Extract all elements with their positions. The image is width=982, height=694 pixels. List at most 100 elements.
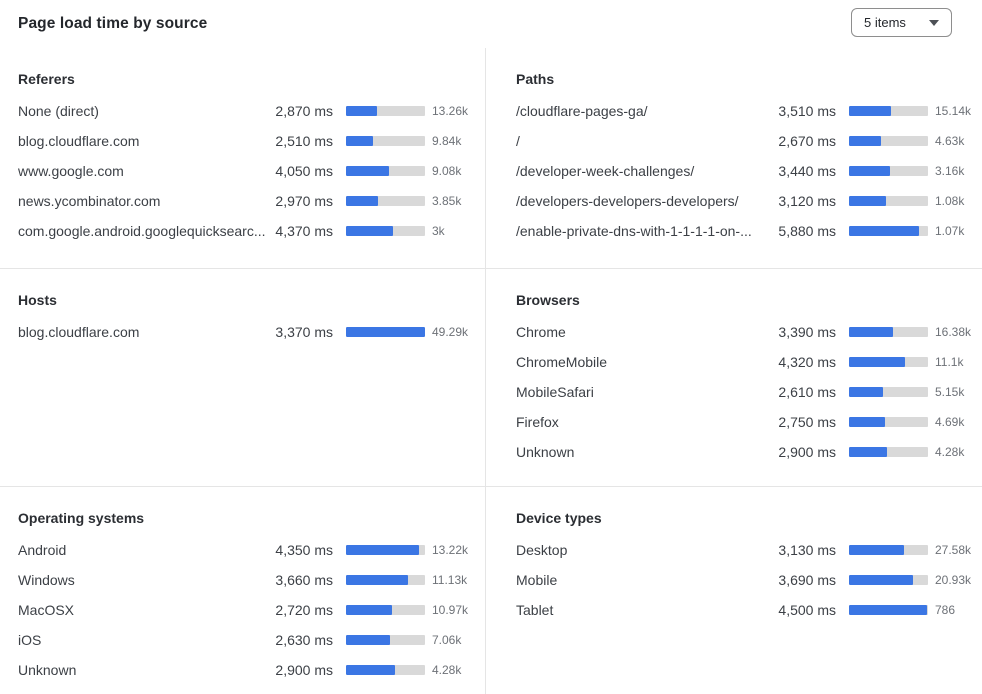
table-row[interactable]: Unknown 2,900 ms 4.28k [18, 655, 479, 685]
row-bar-track [849, 357, 928, 367]
row-bar-fill [849, 327, 893, 337]
row-bar-track [346, 575, 425, 585]
table-row[interactable]: MobileSafari 2,610 ms 5.15k [516, 377, 972, 407]
row-bar-track [849, 226, 928, 236]
panel-title: Operating systems [18, 510, 145, 526]
row-label: Desktop [516, 542, 568, 558]
row-bar-track [346, 106, 425, 116]
row-bar-track [346, 635, 425, 645]
row-ms-value: 2,720 ms [275, 602, 333, 618]
items-count-select[interactable]: 5 items [851, 8, 952, 37]
row-bar-fill [849, 605, 928, 615]
table-row[interactable]: /developer-week-challenges/3,440 ms 3.16k [516, 156, 972, 186]
table-row[interactable]: ChromeMobile 4,320 ms 11.1k [516, 347, 972, 377]
row-bar-fill [346, 635, 391, 645]
row-bar-fill [346, 665, 395, 675]
table-row[interactable]: Unknown 2,900 ms 4.28k [516, 437, 972, 467]
table-row[interactable]: / 2,670 ms 4.63k [516, 126, 972, 156]
row-left: Firefox 2,750 ms [516, 414, 836, 430]
row-label: / [516, 133, 520, 149]
table-row[interactable]: Android 4,350 ms 13.22k [18, 535, 479, 565]
row-ms-value: 3,130 ms [778, 542, 836, 558]
row-left: com.google.android.googlequicksearc... 4,… [18, 223, 333, 239]
row-left: None (direct) 2,870 ms [18, 103, 333, 119]
panel-rows: blog.cloudflare.com 3,370 ms 49.29k [18, 317, 479, 347]
row-ms-value: 4,500 ms [778, 602, 836, 618]
row-count: 16.38k [935, 325, 972, 339]
table-row[interactable]: /enable-private-dns-with-1-1-1-1-on-... 5… [516, 216, 972, 246]
row-bar-fill [346, 106, 377, 116]
row-left: Android 4,350 ms [18, 542, 333, 558]
row-label: iOS [18, 632, 42, 648]
row-left: Mobile 3,690 ms [516, 572, 836, 588]
row-left: MacOSX 2,720 ms [18, 602, 333, 618]
table-row[interactable]: MacOSX 2,720 ms 10.97k [18, 595, 479, 625]
row-bar-track [849, 196, 928, 206]
table-row[interactable]: None (direct) 2,870 ms 13.26k [18, 96, 479, 126]
table-row[interactable]: www.google.com 4,050 ms 9.08k [18, 156, 479, 186]
row-bar-track [849, 417, 928, 427]
row-ms-value: 2,870 ms [275, 103, 333, 119]
row-ms-value: 2,970 ms [275, 193, 333, 209]
row-count: 7.06k [432, 633, 462, 647]
row-count: 9.84k [432, 134, 462, 148]
row-count: 4.63k [935, 134, 965, 148]
row-bar-fill [849, 166, 890, 176]
panel-title: Referers [18, 71, 75, 87]
row-ms-value: 3,390 ms [778, 324, 836, 340]
panel-rows: /cloudflare-pages-ga/3,510 ms 15.14k / 2,67… [516, 96, 972, 246]
row-count: 11.1k [935, 355, 964, 369]
row-bar-track [849, 447, 928, 457]
table-row[interactable]: Firefox 2,750 ms 4.69k [516, 407, 972, 437]
row-count: 13.26k [432, 104, 469, 118]
table-row[interactable]: Chrome 3,390 ms 16.38k [516, 317, 972, 347]
row-left: www.google.com 4,050 ms [18, 163, 333, 179]
row-label: Tablet [516, 602, 554, 618]
row-count: 10.97k [432, 603, 469, 617]
table-row[interactable]: /cloudflare-pages-ga/3,510 ms 15.14k [516, 96, 972, 126]
row-label: Firefox [516, 414, 559, 430]
row-bar-fill [346, 327, 425, 337]
row-bar-fill [849, 417, 885, 427]
table-row[interactable]: blog.cloudflare.com 3,370 ms 49.29k [18, 317, 479, 347]
row-bar-track [346, 327, 425, 337]
panel-rows: None (direct) 2,870 ms 13.26k blog.cloudfla… [18, 96, 479, 246]
row-label: Unknown [516, 444, 575, 460]
row-bar-fill [346, 575, 408, 585]
panel-title: Browsers [516, 292, 580, 308]
row-label: MacOSX [18, 602, 75, 618]
widget-header: Page load time by source 5 items [0, 0, 982, 48]
table-row[interactable]: com.google.android.googlequicksearc... 4,… [18, 216, 479, 246]
table-row[interactable]: blog.cloudflare.com 2,510 ms 9.84k [18, 126, 479, 156]
row-ms-value: 2,630 ms [275, 632, 333, 648]
row-left: iOS 2,630 ms [18, 632, 333, 648]
row-bar-track [346, 605, 425, 615]
row-left: Desktop 3,130 ms [516, 542, 836, 558]
row-bar-fill [346, 166, 390, 176]
row-label: Android [18, 542, 67, 558]
table-row[interactable]: Windows 3,660 ms 11.13k [18, 565, 479, 595]
table-row[interactable]: iOS 2,630 ms 7.06k [18, 625, 479, 655]
row-ms-value: 2,510 ms [275, 133, 333, 149]
panel-hosts: Hosts blog.cloudflare.com 3,370 ms 49.29k [0, 268, 485, 486]
row-left: news.ycombinator.com 2,970 ms [18, 193, 333, 209]
row-count: 3.16k [935, 164, 965, 178]
row-count: 11.13k [432, 573, 468, 587]
row-left: /developer-week-challenges/3,440 ms [516, 163, 836, 179]
row-bar-fill [346, 196, 378, 206]
row-ms-value: 3,660 ms [275, 572, 333, 588]
row-label: /developer-week-challenges/ [516, 163, 695, 179]
table-row[interactable]: /developers-developers-developers/3,120 … [516, 186, 972, 216]
row-bar-fill [346, 226, 393, 236]
table-row[interactable]: Tablet 4,500 ms 786 [516, 595, 972, 625]
row-count: 4.28k [935, 445, 965, 459]
row-bar-track [346, 545, 425, 555]
row-bar-fill [849, 136, 881, 146]
table-row[interactable]: Mobile 3,690 ms 20.93k [516, 565, 972, 595]
table-row[interactable]: news.ycombinator.com 2,970 ms 3.85k [18, 186, 479, 216]
row-label: None (direct) [18, 103, 99, 119]
table-row[interactable]: Desktop 3,130 ms 27.58k [516, 535, 972, 565]
row-count: 9.08k [432, 164, 462, 178]
row-label: Unknown [18, 662, 77, 678]
